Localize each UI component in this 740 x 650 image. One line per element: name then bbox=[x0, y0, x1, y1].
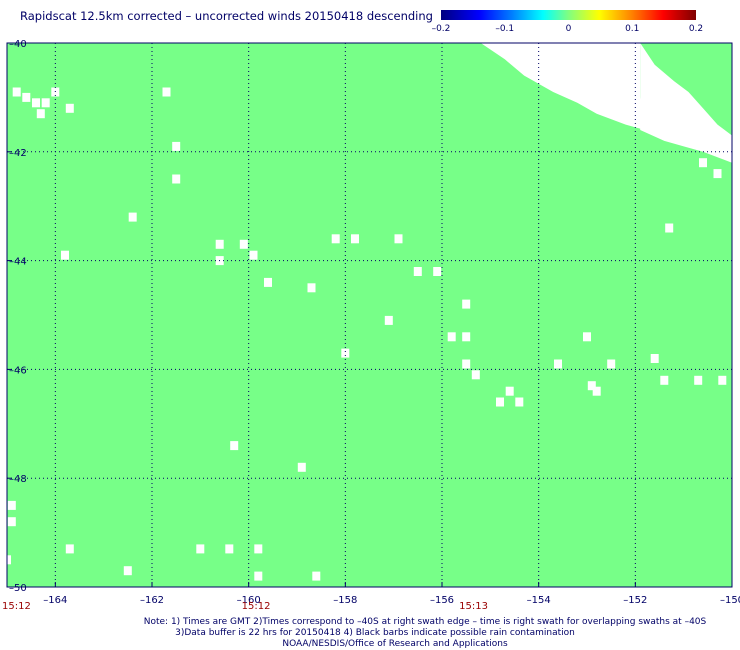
missing-data-cell bbox=[307, 283, 316, 293]
missing-data-cell bbox=[65, 103, 74, 113]
missing-data-cell bbox=[12, 87, 21, 97]
missing-data-cell bbox=[264, 277, 272, 287]
missing-data-cell bbox=[554, 359, 562, 369]
y-tick-label: –48 bbox=[9, 474, 27, 485]
no-data-region-1 bbox=[480, 43, 645, 130]
missing-data-cell bbox=[447, 332, 456, 342]
x-tick-label: –150 bbox=[720, 595, 740, 606]
y-tick-label: –46 bbox=[9, 365, 27, 376]
missing-data-cell bbox=[496, 397, 504, 407]
missing-data-cell bbox=[694, 375, 703, 385]
missing-data-cell bbox=[433, 267, 442, 276]
x-tick-label: –152 bbox=[623, 595, 647, 606]
missing-data-cell bbox=[331, 234, 340, 244]
missing-data-cell bbox=[515, 397, 524, 407]
missing-data-cell bbox=[462, 359, 471, 369]
missing-data-cell bbox=[7, 500, 16, 510]
y-tick-label: –44 bbox=[9, 257, 27, 268]
note-line-1: Note: 1) Times are GMT 2)Times correspon… bbox=[143, 617, 707, 627]
missing-data-cell bbox=[128, 212, 137, 222]
missing-data-cell bbox=[172, 174, 181, 184]
time-label: 15:12 bbox=[242, 601, 271, 612]
x-tick-label: –154 bbox=[527, 595, 551, 606]
missing-data-cell bbox=[196, 544, 205, 554]
no-data-region-2 bbox=[640, 43, 732, 163]
missing-data-cell bbox=[718, 375, 727, 385]
colorbar-tick-label: 0 bbox=[566, 24, 572, 34]
missing-data-cell bbox=[587, 381, 596, 391]
missing-data-cell bbox=[607, 359, 616, 369]
missing-data-cell bbox=[249, 250, 258, 260]
missing-data-cell bbox=[172, 141, 181, 151]
missing-data-cell bbox=[699, 158, 707, 168]
x-tick-label: –156 bbox=[430, 595, 454, 606]
missing-data-cell bbox=[7, 517, 16, 527]
colorbar-tick-label: –0.2 bbox=[432, 24, 451, 34]
missing-data-cell bbox=[650, 354, 659, 363]
missing-data-cell bbox=[41, 98, 50, 108]
missing-data-cell bbox=[297, 462, 306, 472]
x-tick-label: –164 bbox=[43, 595, 67, 606]
wind-field-area bbox=[7, 43, 732, 587]
colorbar-tick-label: –0.1 bbox=[495, 24, 514, 34]
note-line-3: NOAA/NESDIS/Office of Research and Appli… bbox=[282, 639, 508, 649]
missing-data-cell bbox=[713, 169, 722, 179]
time-label: 15:12 bbox=[2, 601, 31, 612]
colorbar-tick-label: 0.2 bbox=[689, 24, 703, 34]
plot-frame bbox=[6, 42, 733, 588]
missing-data-cell bbox=[341, 348, 350, 358]
missing-data-cell bbox=[351, 234, 359, 244]
missing-data-cell bbox=[65, 544, 74, 554]
x-tick-label: –160 bbox=[237, 595, 261, 606]
missing-data-cell bbox=[230, 441, 239, 451]
missing-data-cell bbox=[660, 375, 669, 385]
missing-data-cell bbox=[413, 267, 422, 276]
y-tick-label: –42 bbox=[9, 148, 27, 159]
missing-data-cell bbox=[61, 250, 69, 260]
y-tick-label: –40 bbox=[9, 39, 27, 50]
colorbar-tick-label: 0.1 bbox=[625, 24, 639, 34]
colorbar bbox=[441, 10, 696, 20]
missing-data-cell bbox=[665, 223, 674, 233]
missing-data-cell bbox=[394, 234, 403, 244]
missing-data-cell bbox=[225, 544, 234, 554]
missing-data-cell bbox=[162, 87, 171, 97]
missing-data-cell bbox=[583, 332, 591, 342]
missing-data-cell bbox=[123, 566, 132, 576]
missing-data-cell bbox=[254, 571, 263, 581]
time-label: 15:13 bbox=[459, 601, 488, 612]
missing-data-cell bbox=[462, 299, 471, 309]
missing-data-cell bbox=[22, 92, 31, 102]
missing-data-cell bbox=[592, 386, 601, 396]
x-tick-label: –162 bbox=[140, 595, 164, 606]
note-line-2: 3)Data buffer is 22 hrs for 20150418 4) … bbox=[175, 628, 575, 638]
missing-data-cell bbox=[254, 544, 263, 554]
x-tick-label: –158 bbox=[333, 595, 357, 606]
missing-data-cell bbox=[471, 370, 480, 380]
y-tick-label: –50 bbox=[9, 583, 27, 594]
missing-data-cell bbox=[36, 109, 45, 119]
missing-data-cell bbox=[32, 98, 40, 108]
missing-data-cell bbox=[215, 239, 224, 249]
missing-data-cell bbox=[505, 386, 514, 396]
missing-data-cell bbox=[384, 315, 393, 325]
missing-data-cell bbox=[462, 332, 471, 342]
missing-data-cell bbox=[239, 239, 248, 249]
chart-title: Rapidscat 12.5km corrected – uncorrected… bbox=[20, 9, 433, 23]
missing-data-cell bbox=[312, 571, 321, 581]
